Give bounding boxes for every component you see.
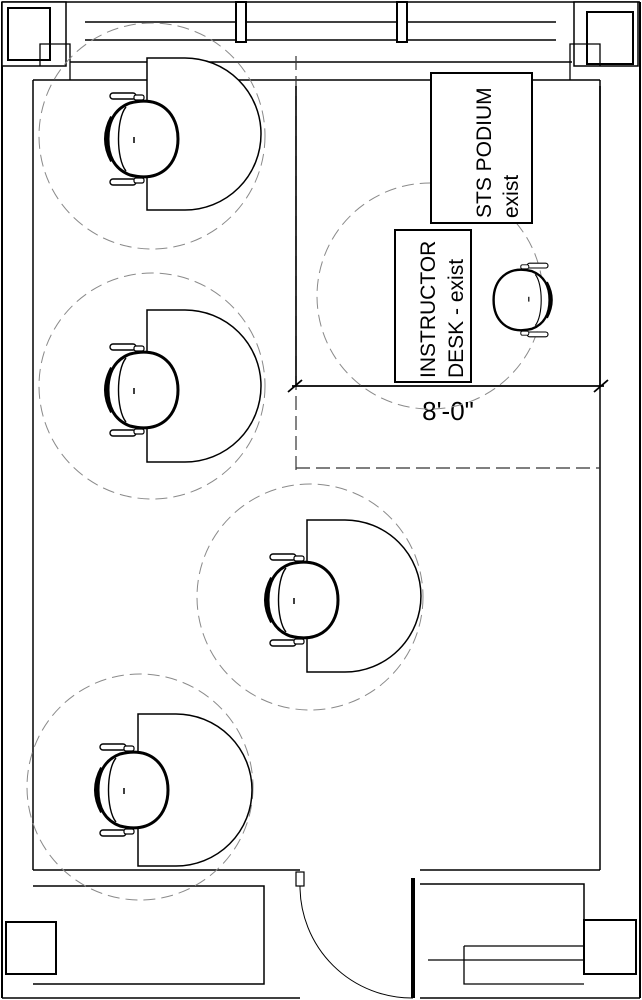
instructor-zone: [295, 56, 601, 470]
table-4: [137, 713, 253, 867]
column-bottom-left: [2, 869, 300, 999]
window-frame: [235, 1, 408, 43]
table-1: [146, 57, 262, 211]
column-top-left: [1, 1, 71, 80]
dimension-label: 8'-0": [422, 396, 474, 426]
column-bottom-right: [420, 869, 640, 999]
student-tables: [137, 57, 422, 867]
table-3: [306, 519, 422, 673]
sts-podium: STS PODIUM exist: [430, 72, 533, 224]
office-chair-icon: [492, 261, 553, 339]
dimension-tick-icon: [287, 379, 303, 393]
dimension-line: 8'-0": [287, 379, 609, 426]
door: [295, 871, 415, 999]
table-2: [146, 309, 262, 463]
dimension-tick-icon: [593, 379, 609, 393]
desk-label-line2: DESK - exist: [445, 259, 468, 378]
desk-label-line1: INSTRUCTOR: [417, 241, 440, 378]
door-swing-icon: [299, 885, 414, 999]
podium-label-line1: STS PODIUM: [473, 87, 496, 218]
instructor-desk: INSTRUCTOR DESK - exist: [394, 229, 472, 383]
column-top-right: [569, 1, 639, 80]
podium-label-line2: exist: [500, 175, 523, 218]
